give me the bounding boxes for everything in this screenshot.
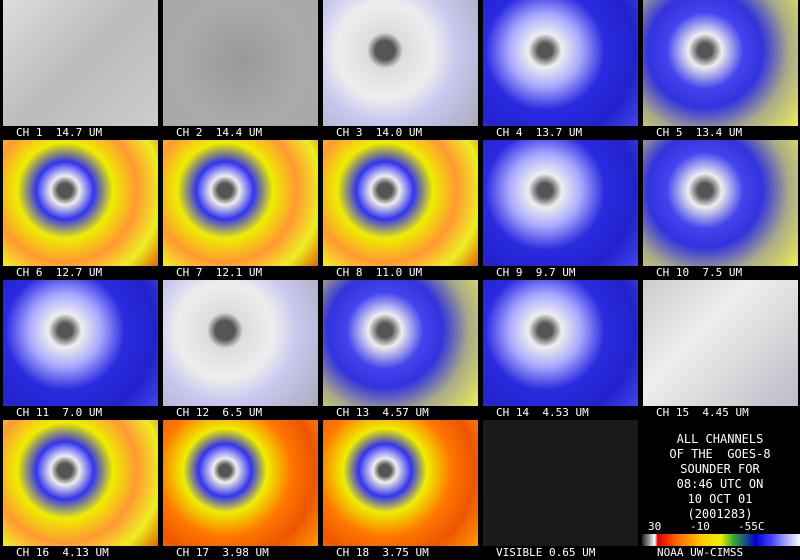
satellite-image (483, 140, 638, 266)
satellite-image (3, 0, 158, 126)
tile-label: CH 15 4.45 UM (656, 406, 749, 419)
image-tile: CH 15 4.45 UM (640, 280, 800, 420)
image-tile: CH 16 4.13 UM (0, 420, 160, 560)
image-tile: CH 11 7.0 UM (0, 280, 160, 420)
satellite-image (323, 420, 478, 546)
scale-label: -10 (690, 520, 710, 533)
image-tile: CH 10 7.5 UM (640, 140, 800, 280)
image-tile: CH 12 6.5 UM (160, 280, 320, 420)
tile-label: CH 7 12.1 UM (176, 266, 263, 279)
tile-label: CH 10 7.5 UM (656, 266, 743, 279)
tile-label: CH 8 11.0 UM (336, 266, 423, 279)
satellite-image (643, 280, 798, 406)
tile-label: CH 5 13.4 UM (656, 126, 743, 139)
tile-label: CH 3 14.0 UM (336, 126, 423, 139)
image-tile: CH 4 13.7 UM (480, 0, 640, 140)
satellite-image (3, 140, 158, 266)
satellite-image (643, 140, 798, 266)
info-line: (2001283) (687, 507, 753, 521)
image-tile: CH 8 11.0 UM (320, 140, 480, 280)
image-tile: CH 9 9.7 UM (480, 140, 640, 280)
satellite-image (3, 280, 158, 406)
satellite-image (163, 280, 318, 406)
satellite-image (483, 280, 638, 406)
satellite-image (323, 280, 478, 406)
info-text: ALL CHANNELS OF THE GOES-8 SOUNDER FOR 08:4… (640, 432, 800, 522)
image-tile: CH 3 14.0 UM (320, 0, 480, 140)
color-scale-bar (642, 534, 800, 546)
tile-label: CH 4 13.7 UM (496, 126, 583, 139)
info-line: OF THE GOES-8 (669, 447, 771, 461)
tile-label: CH 2 14.4 UM (176, 126, 263, 139)
tile-label: CH 17 3.98 UM (176, 546, 269, 559)
tile-label: CH 13 4.57 UM (336, 406, 429, 419)
image-tile: VISIBLE 0.65 UM (480, 420, 640, 560)
image-tile: CH 1 14.7 UM (0, 0, 160, 140)
tile-label: CH 14 4.53 UM (496, 406, 589, 419)
image-tile: CH 17 3.98 UM (160, 420, 320, 560)
satellite-image (323, 140, 478, 266)
satellite-image (483, 420, 638, 546)
satellite-image (163, 0, 318, 126)
credit: NOAA UW-CIMSS (657, 546, 744, 559)
tile-label: CH 11 7.0 UM (16, 406, 103, 419)
image-tile: CH 13 4.57 UM (320, 280, 480, 420)
satellite-image (643, 0, 798, 126)
tile-label: CH 9 9.7 UM (496, 266, 576, 279)
satellite-image (323, 0, 478, 126)
satellite-image (3, 420, 158, 546)
image-tile: CH 2 14.4 UM (160, 0, 320, 140)
image-tile: CH 14 4.53 UM (480, 280, 640, 420)
scale-label: -55C (738, 520, 765, 533)
satellite-image (163, 140, 318, 266)
tile-label: CH 6 12.7 UM (16, 266, 103, 279)
satellite-image (163, 420, 318, 546)
scale-label: 30 (648, 520, 662, 533)
image-tile: CH 7 12.1 UM (160, 140, 320, 280)
satellite-image (483, 0, 638, 126)
info-line: 10 OCT 01 (687, 492, 753, 506)
image-tile: CH 5 13.4 UM (640, 0, 800, 140)
tile-label: VISIBLE 0.65 UM (496, 546, 596, 559)
tile-label: CH 1 14.7 UM (16, 126, 103, 139)
image-tile: CH 6 12.7 UM (0, 140, 160, 280)
image-tile: CH 18 3.75 UM (320, 420, 480, 560)
tile-label: CH 16 4.13 UM (16, 546, 109, 559)
tile-label: CH 12 6.5 UM (176, 406, 263, 419)
info-line: SOUNDER FOR (680, 462, 760, 476)
tile-label: CH 18 3.75 UM (336, 546, 429, 559)
info-line: 08:46 UTC ON (676, 477, 764, 491)
info-line: ALL CHANNELS (676, 432, 764, 446)
